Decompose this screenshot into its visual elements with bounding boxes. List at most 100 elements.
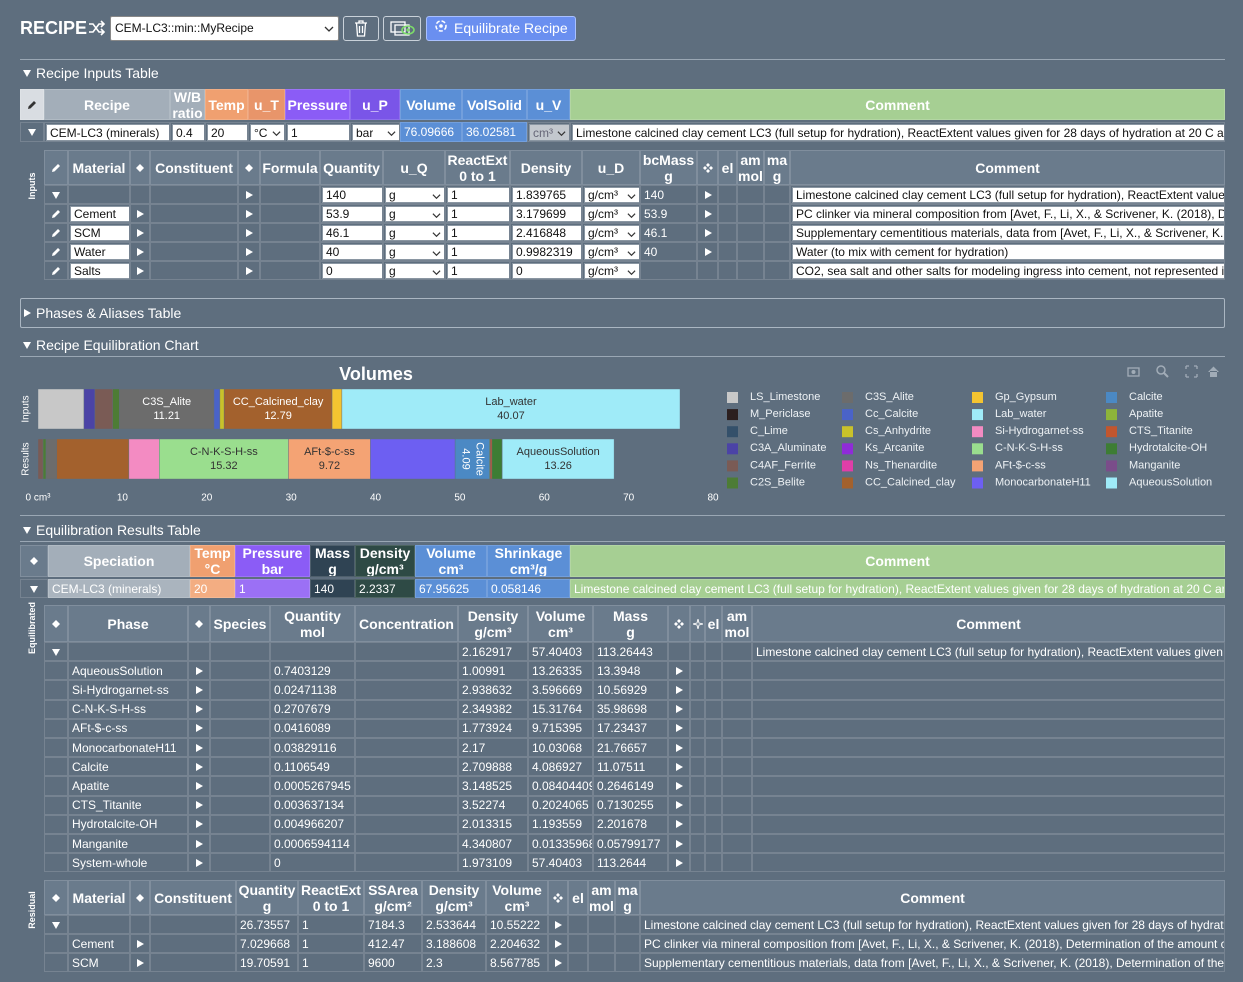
icon-right[interactable] [194, 839, 204, 849]
text-input[interactable]: SCM [70, 225, 129, 241]
icon-down[interactable] [51, 920, 61, 930]
icon-right[interactable] [703, 247, 713, 257]
section-toggle[interactable]: Recipe Equilibration Chart [22, 336, 422, 353]
select[interactable]: g [385, 206, 444, 222]
select[interactable]: g [385, 244, 444, 260]
select[interactable]: cm³ [529, 124, 569, 141]
icon-right[interactable] [703, 190, 713, 200]
text-input[interactable]: 3.179699 [512, 206, 581, 222]
text-input[interactable]: 2.416848 [512, 225, 581, 241]
icon-diamond[interactable] [194, 619, 204, 629]
icon-right[interactable] [135, 939, 145, 949]
select[interactable]: g/cm³ [584, 225, 639, 241]
icon-down[interactable] [29, 584, 39, 594]
text-input[interactable]: 1.839765 [512, 187, 581, 203]
icon-right[interactable] [194, 800, 204, 810]
text-input[interactable]: Cement [70, 206, 129, 222]
text-input[interactable]: 40 [322, 244, 382, 260]
icon-right[interactable] [674, 743, 684, 753]
icon-right[interactable] [194, 723, 204, 733]
text-input[interactable]: 53.9 [322, 206, 382, 222]
text-input[interactable]: 1 [447, 225, 509, 241]
icon-diamond[interactable] [51, 893, 61, 903]
equilibrate-button[interactable]: Equilibrate Recipe [426, 16, 576, 41]
select[interactable]: g/cm³ [584, 187, 639, 203]
select[interactable]: g [385, 225, 444, 241]
icon-right[interactable] [703, 228, 713, 238]
text-input[interactable]: PC clinker via mineral composition from … [792, 206, 1224, 222]
text-input[interactable]: Limestone calcined clay cement LC3 (full… [572, 124, 1224, 141]
text-input[interactable]: 140 [322, 187, 382, 203]
text-input[interactable]: 1 [447, 187, 509, 203]
icon-diamond[interactable] [135, 163, 145, 173]
text-input[interactable]: Limestone calcined clay cement LC3 (full… [792, 187, 1224, 203]
icon-diamond[interactable] [51, 619, 61, 629]
icon-right[interactable] [703, 209, 713, 219]
select[interactable]: °C [250, 124, 284, 141]
icon-diamond[interactable] [135, 893, 145, 903]
text-input[interactable]: 1 [287, 124, 349, 141]
text-input[interactable]: CO2, sea salt and other salts for modeli… [792, 263, 1224, 279]
icon-right[interactable] [674, 723, 684, 733]
icon-puzzle[interactable] [702, 162, 713, 173]
select[interactable]: g/cm³ [584, 244, 639, 260]
icon-right[interactable] [244, 247, 254, 257]
text-input[interactable]: 0.9982319 [512, 244, 581, 260]
icon-pencil[interactable] [51, 209, 61, 219]
icon-puzzle[interactable] [674, 618, 684, 629]
icon-right[interactable] [135, 958, 145, 968]
icon-down[interactable] [27, 127, 37, 137]
text-input[interactable]: Supplementary cementitious materials, da… [792, 225, 1224, 241]
icon-right[interactable] [674, 762, 684, 772]
text-input[interactable]: Water [70, 244, 129, 260]
text-input[interactable]: 46.1 [322, 225, 382, 241]
icon-right[interactable] [135, 209, 145, 219]
icon-right[interactable] [674, 781, 684, 791]
icon-puzzle[interactable] [553, 892, 563, 903]
modebar-button[interactable] [1185, 365, 1198, 378]
icon-right[interactable] [553, 958, 563, 968]
icon-diamond[interactable] [244, 163, 254, 173]
icon-right[interactable] [674, 666, 684, 676]
select[interactable]: bar [352, 124, 399, 141]
icon-right[interactable] [674, 685, 684, 695]
delete-button[interactable] [343, 16, 379, 41]
icon-right[interactable] [674, 858, 684, 868]
icon-right[interactable] [194, 858, 204, 868]
text-input[interactable]: 1 [447, 244, 509, 260]
icon-pencil[interactable] [51, 266, 61, 276]
icon-right[interactable] [674, 839, 684, 849]
icon-pencil[interactable] [51, 247, 61, 257]
icon-right[interactable] [194, 781, 204, 791]
section-toggle[interactable]: Equilibration Results Table [22, 521, 422, 538]
icon-right[interactable] [674, 800, 684, 810]
text-input[interactable]: CEM-LC3 (minerals) [46, 124, 169, 141]
section-toggle[interactable]: Phases & Aliases Table [22, 304, 422, 321]
icon-right[interactable] [674, 704, 684, 714]
shuffle-icon[interactable] [88, 20, 106, 36]
icon-right[interactable] [135, 247, 145, 257]
icon-right[interactable] [194, 762, 204, 772]
icon-right[interactable] [553, 920, 563, 930]
icon-right[interactable] [244, 228, 254, 238]
icon-right[interactable] [244, 266, 254, 276]
view-button[interactable] [383, 16, 421, 41]
text-input[interactable]: 1 [447, 263, 509, 279]
icon-sparkle[interactable] [692, 618, 703, 629]
text-input[interactable]: 20 [207, 124, 247, 141]
icon-right[interactable] [194, 685, 204, 695]
recipe-select[interactable]: CEM-LC3::min::MyRecipe [110, 16, 339, 41]
icon-pencil[interactable] [51, 228, 61, 238]
text-input[interactable]: Water (to mix with cement for hydration) [792, 244, 1224, 260]
icon-diamond[interactable] [29, 556, 39, 566]
icon-down[interactable] [51, 647, 61, 657]
text-input[interactable]: 1 [447, 206, 509, 222]
icon-right[interactable] [194, 704, 204, 714]
modebar-button[interactable] [1208, 366, 1219, 378]
icon-right[interactable] [674, 819, 684, 829]
select[interactable]: g/cm³ [584, 206, 639, 222]
text-input[interactable]: 0 [512, 263, 581, 279]
icon-right[interactable] [194, 666, 204, 676]
icon-pencil[interactable] [51, 163, 61, 173]
icon-right[interactable] [244, 190, 254, 200]
